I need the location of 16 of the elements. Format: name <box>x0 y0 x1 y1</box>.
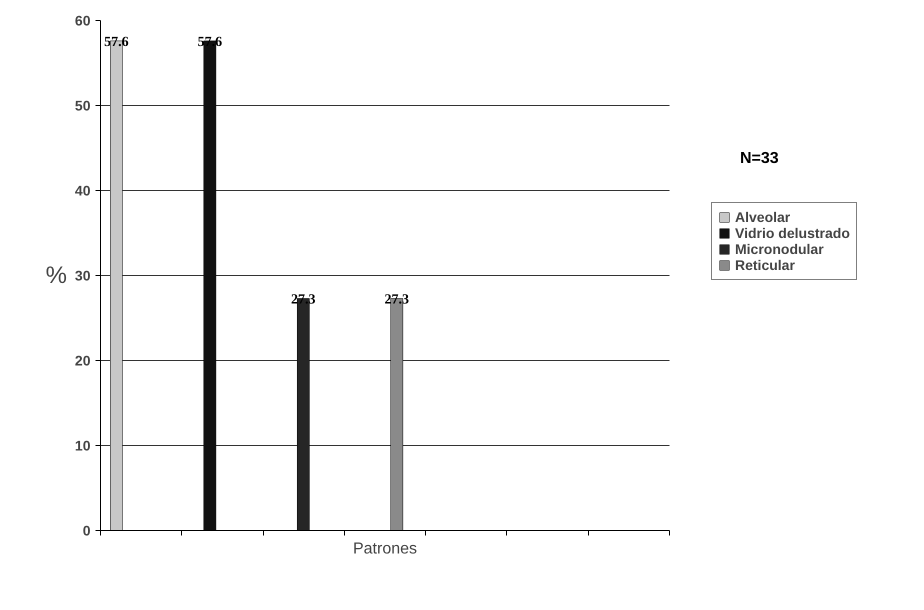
data-label: 27.3 <box>384 292 410 308</box>
legend-label: Vidrio delustrado <box>735 225 850 241</box>
legend-label: Alveolar <box>735 209 790 225</box>
x-axis-title: Patrones <box>352 540 418 558</box>
y-tick-label: 10 <box>74 438 91 454</box>
y-tick-label: 40 <box>74 182 91 198</box>
text: N=33 <box>740 149 779 169</box>
y-tick-label: 20 <box>74 352 91 368</box>
data-label: 57.6 <box>104 34 129 50</box>
y-tick-label: 50 <box>74 98 91 114</box>
y-tick-label: 0 <box>82 522 91 538</box>
y-tick-label: 30 <box>74 268 91 284</box>
legend-label: Micronodular <box>735 241 824 257</box>
legend-label: Reticular <box>735 257 795 273</box>
y-axis-title: % <box>46 262 67 289</box>
y-tick-label: 60 <box>74 12 91 28</box>
